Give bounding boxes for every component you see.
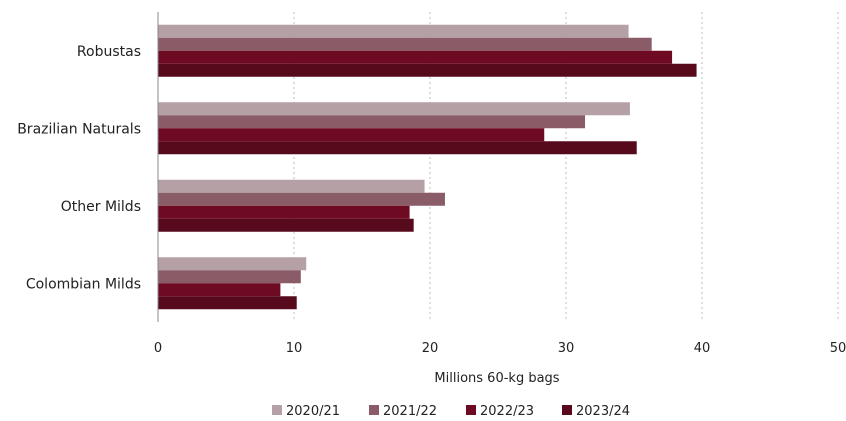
x-tick-labels: 0 10 20 30 40 50 <box>154 341 846 356</box>
x-tick-label: 0 <box>154 341 162 356</box>
bar <box>158 283 281 297</box>
bar <box>158 24 629 38</box>
bar <box>158 257 307 271</box>
category-labels: Robustas Brazilian Naturals Other Milds Col… <box>17 44 141 293</box>
bar <box>158 192 445 206</box>
category-label: Colombian Milds <box>26 276 141 292</box>
legend-swatch <box>466 405 476 415</box>
category-label: Other Milds <box>61 199 141 215</box>
bar <box>158 128 545 142</box>
bar <box>158 37 652 51</box>
bar <box>158 50 673 64</box>
legend-label: 2021/22 <box>383 404 437 419</box>
x-tick-label: 50 <box>830 341 846 356</box>
category-label: Robustas <box>77 44 141 60</box>
legend-label: 2023/24 <box>576 404 630 419</box>
x-tick-label: 20 <box>422 341 439 356</box>
legend: 2020/21 2021/22 2022/23 2023/24 <box>272 404 630 419</box>
category-label: Brazilian Naturals <box>17 121 141 137</box>
x-axis-title: Millions 60-kg bags <box>434 371 559 386</box>
x-tick-label: 40 <box>694 341 711 356</box>
bar <box>158 296 297 310</box>
bars <box>158 24 697 310</box>
x-tick-label: 30 <box>558 341 575 356</box>
legend-label: 2020/21 <box>286 404 340 419</box>
bar <box>158 102 630 116</box>
bar <box>158 218 414 232</box>
bar <box>158 270 301 284</box>
bar <box>158 205 410 219</box>
bar <box>158 63 697 77</box>
bar <box>158 179 425 193</box>
bar <box>158 141 637 155</box>
legend-swatch <box>369 405 379 415</box>
legend-swatch <box>562 405 572 415</box>
x-tick-label: 10 <box>286 341 303 356</box>
legend-swatch <box>272 405 282 415</box>
bar <box>158 115 586 129</box>
legend-label: 2022/23 <box>480 404 534 419</box>
